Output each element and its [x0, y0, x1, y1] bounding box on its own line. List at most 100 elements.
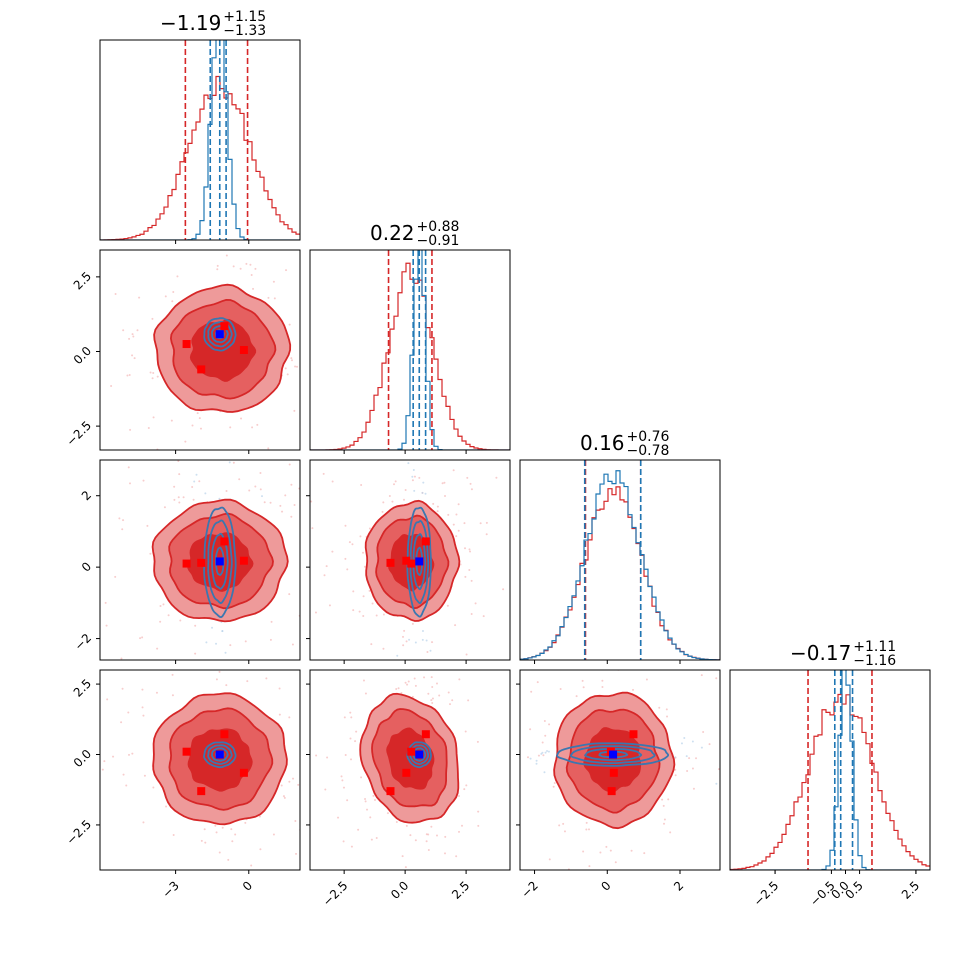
sample-point: [121, 528, 124, 531]
sample-point: [221, 826, 224, 829]
sample-point: [455, 662, 457, 664]
sample-point: [351, 543, 354, 546]
sample-point: [284, 367, 287, 370]
sample-point: [120, 721, 123, 724]
sample-point: [624, 614, 626, 616]
sample-point: [513, 555, 515, 557]
sample-point: [614, 883, 616, 885]
sample-point: [494, 722, 496, 724]
panel-frame: [519, 459, 721, 661]
red-marker: [197, 558, 206, 567]
sample-point: [342, 840, 345, 843]
sample-point: [548, 723, 551, 726]
sample-point: [663, 818, 666, 821]
sample-point: [195, 473, 198, 476]
sample-point: [127, 481, 129, 483]
sample-point: [469, 482, 472, 485]
sample-point: [292, 777, 295, 780]
sample-point: [407, 443, 409, 445]
sample-point: [632, 688, 635, 691]
sample-point: [670, 604, 672, 606]
sample-point: [162, 697, 164, 699]
sample-point: [291, 643, 294, 646]
sample-point: [240, 417, 243, 420]
sample-point: [654, 918, 656, 920]
sample-point: [225, 254, 228, 257]
sample-point: [700, 674, 703, 677]
sample-point: [216, 264, 219, 267]
sample-point: [425, 639, 428, 642]
sample-point: [474, 602, 477, 605]
sample-point: [421, 491, 424, 494]
sample-point: [92, 586, 94, 588]
y-tick-label: 2.5: [71, 269, 94, 292]
sample-point: [409, 834, 412, 837]
sample-point: [350, 758, 353, 761]
y-tick-label: 2: [79, 488, 94, 503]
sample-point: [198, 480, 201, 483]
sample-point: [357, 828, 360, 831]
sample-point: [294, 365, 297, 368]
panel-title-minus: −0.78: [627, 443, 670, 459]
sample-point: [71, 815, 73, 817]
sample-point: [405, 824, 408, 827]
sample-point: [122, 329, 125, 332]
sample-point: [138, 296, 141, 299]
sample-point: [541, 751, 544, 754]
sample-point: [131, 333, 134, 336]
sample-point: [346, 568, 349, 571]
sample-point: [136, 329, 139, 332]
sample-point: [176, 666, 178, 668]
scatter-panel-3-2: [309, 443, 515, 721]
sample-point: [244, 640, 247, 643]
sample-point: [369, 666, 371, 668]
pair-content: [82, 460, 317, 699]
sample-point: [110, 384, 113, 387]
sample-point: [348, 541, 351, 544]
sample-point: [303, 217, 305, 219]
sample-point: [667, 798, 670, 801]
sample-point: [350, 845, 353, 848]
sample-point: [196, 412, 199, 415]
sample-point: [601, 679, 604, 682]
sample-point: [467, 719, 469, 721]
sample-point: [402, 635, 405, 638]
sample-point: [167, 614, 170, 617]
sample-point: [411, 622, 414, 625]
sample-point: [254, 485, 257, 488]
blue-histogram: [520, 470, 720, 660]
sample-point: [467, 699, 470, 702]
sample-point: [112, 755, 115, 758]
sample-point: [352, 590, 355, 593]
sample-point: [269, 501, 272, 504]
sample-point: [427, 849, 430, 852]
x-tick-label: 0.5: [843, 878, 866, 901]
sample-point: [424, 492, 427, 495]
sample-point: [82, 582, 84, 584]
sample-point: [562, 822, 565, 825]
sample-point: [558, 824, 561, 827]
sample-point: [216, 268, 219, 271]
sample-point: [258, 217, 260, 219]
sample-point: [323, 660, 325, 662]
y-tick-label: −2: [72, 631, 94, 653]
sample-point: [413, 475, 416, 478]
sample-point: [315, 496, 317, 498]
sample-point: [352, 721, 354, 723]
sample-point: [320, 765, 322, 767]
sample-point: [368, 527, 371, 530]
sample-point: [225, 490, 228, 493]
sample-point: [402, 644, 405, 647]
sample-point: [179, 619, 182, 622]
sample-point: [344, 753, 347, 756]
sample-point: [443, 481, 446, 484]
x-tick-label: 0: [240, 878, 255, 893]
sample-point: [319, 277, 321, 279]
sample-point: [182, 496, 185, 499]
sample-point: [431, 641, 434, 644]
sample-point: [396, 654, 399, 657]
sample-point: [461, 824, 464, 827]
sample-point: [400, 664, 402, 666]
sample-point: [438, 694, 441, 697]
sample-point: [581, 679, 584, 682]
